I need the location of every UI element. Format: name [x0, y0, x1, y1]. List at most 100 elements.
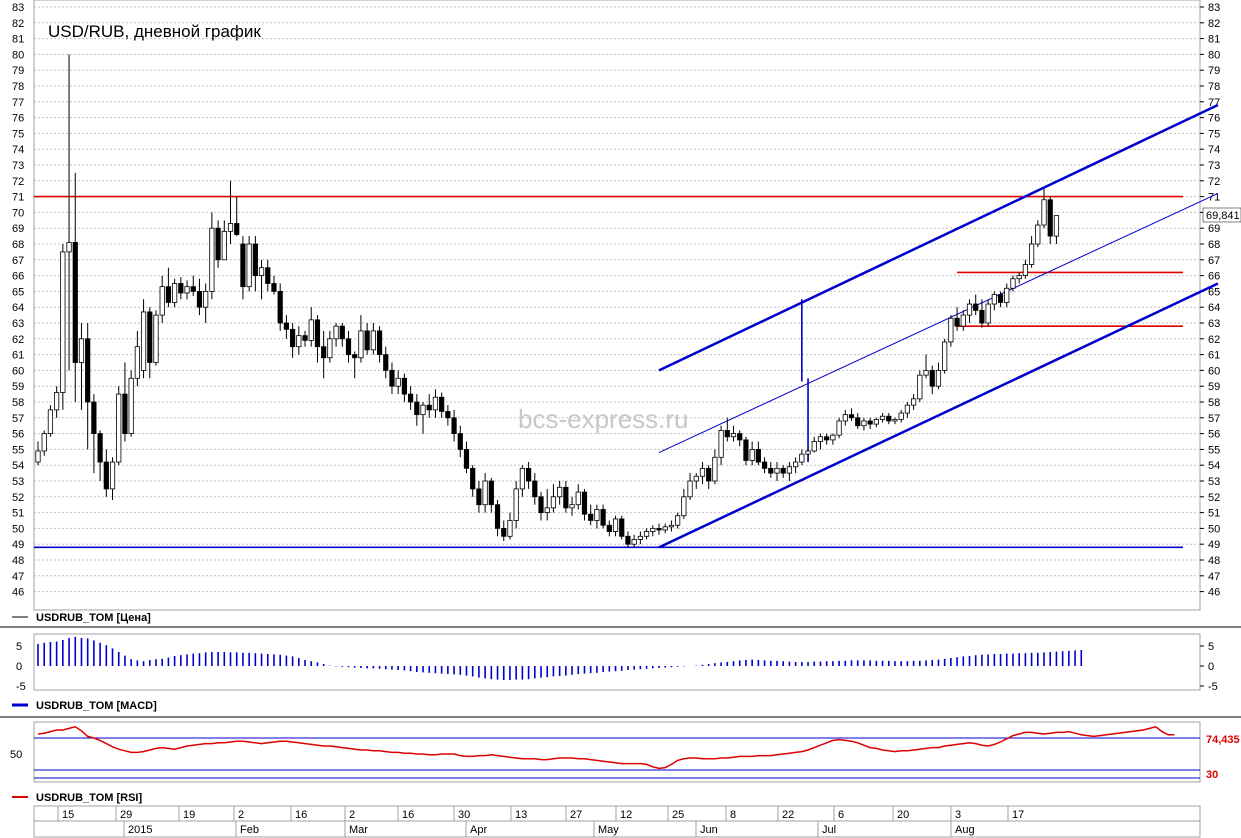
price-tick-label: 65 — [12, 286, 24, 298]
candle-up — [109, 461, 116, 490]
candle-up — [134, 346, 140, 379]
candle-down — [929, 369, 935, 387]
rsi-legend: USDRUB_TOM [RSI] — [12, 792, 142, 804]
price-legend: USDRUB_TOM [Цена] — [12, 612, 151, 624]
trend-line — [658, 282, 1219, 549]
month-tick-label: 2015 — [128, 824, 152, 836]
candle-up — [774, 467, 780, 474]
price-tick-label: 62 — [1208, 334, 1220, 346]
candle-up — [799, 453, 805, 463]
price-tick-label: 82 — [1208, 18, 1220, 30]
last-price-label: 69,841 — [1202, 207, 1241, 223]
candle-up — [1053, 215, 1060, 237]
price-tick-label: 57 — [12, 413, 24, 425]
price-tick-label: 55 — [12, 444, 24, 456]
date-tick-label: 2 — [349, 809, 355, 821]
date-tick-label: 17 — [1012, 809, 1024, 821]
candle-up — [817, 436, 824, 442]
candle-down — [780, 467, 786, 474]
price-tick-label: 64 — [12, 302, 24, 314]
candle-down — [103, 461, 109, 490]
candle-up — [861, 420, 867, 427]
candle-up — [749, 448, 755, 461]
candle-up — [296, 335, 302, 348]
candle-down — [271, 283, 277, 292]
price-tick-label: 79 — [1208, 65, 1220, 77]
candle-down — [761, 461, 768, 469]
date-tick-label: 29 — [120, 809, 132, 821]
candle-up — [370, 330, 376, 351]
price-tick-label: 46 — [1208, 587, 1220, 599]
candle-down — [401, 377, 407, 395]
trend-line — [658, 192, 1219, 454]
price-tick-label: 56 — [1208, 429, 1220, 441]
date-tick-label: 25 — [672, 809, 684, 821]
price-tick-label: 81 — [1208, 34, 1220, 46]
candle-up — [786, 466, 793, 474]
candle-down — [122, 393, 128, 435]
candle-down — [321, 346, 327, 359]
candle-down — [240, 243, 246, 288]
month-tick-label: May — [598, 824, 619, 836]
macd-legend: USDRUB_TOM [MACD] — [12, 700, 157, 712]
candle-down — [768, 467, 774, 474]
price-tick-label: 54 — [1208, 460, 1220, 472]
candle-up — [687, 480, 693, 498]
price-tick-label: 70 — [12, 207, 24, 219]
price-tick-label: 80 — [1208, 49, 1220, 61]
macd-panel-frame — [33, 633, 1201, 691]
candle-down — [724, 430, 730, 438]
candle-up — [395, 377, 401, 387]
candle-up — [519, 467, 525, 490]
candle-up — [557, 486, 563, 498]
candle-down — [563, 486, 569, 509]
price-tick-label: 83 — [12, 2, 24, 14]
price-tick-label: 56 — [12, 429, 24, 441]
price-tick-label: 50 — [12, 523, 24, 535]
candle-up — [693, 475, 699, 482]
date-tick-label: 12 — [620, 809, 632, 821]
candle-down — [488, 480, 494, 506]
candle-up — [184, 286, 190, 294]
rsi-level-value: 30 — [1206, 769, 1218, 781]
candle-down — [364, 330, 370, 351]
candle-up — [327, 338, 333, 359]
candle-down — [339, 325, 345, 340]
candle-up — [681, 496, 687, 517]
candle-up — [513, 488, 519, 521]
price-tick-label: 60 — [1208, 365, 1220, 377]
candle-up — [662, 526, 668, 531]
price-tick-label: 75 — [1208, 128, 1220, 140]
price-tick-label: 59 — [1208, 381, 1220, 393]
price-tick-label: 65 — [1208, 286, 1220, 298]
price-tick-label: 46 — [12, 587, 24, 599]
date-tick-label: 2 — [238, 809, 244, 821]
price-tick-label: 60 — [12, 365, 24, 377]
candle-down — [72, 242, 78, 363]
candle-up — [892, 418, 898, 422]
candle-down — [451, 417, 457, 434]
candle-down — [755, 448, 761, 463]
candle-up — [873, 418, 879, 425]
candle-down — [973, 303, 979, 311]
price-tick-label: 66 — [1208, 271, 1220, 283]
candle-up — [1035, 224, 1041, 245]
rsi-last-label: 74,435 30 — [1204, 732, 1241, 781]
price-tick-label: 68 — [12, 239, 24, 251]
candle-up — [482, 480, 488, 506]
date-tick-label: 22 — [782, 809, 794, 821]
month-tick-label: Aug — [955, 824, 975, 836]
candle-up — [830, 434, 836, 441]
candle-up — [811, 441, 817, 452]
price-tick-label: 52 — [12, 492, 24, 504]
price-tick-label: 58 — [12, 397, 24, 409]
candle-down — [706, 467, 712, 482]
candle-up — [128, 377, 134, 434]
candle-down — [494, 504, 501, 529]
candle-up — [333, 325, 339, 340]
price-tick-label: 69 — [1208, 223, 1220, 235]
macd-legend-label: USDRUB_TOM [MACD] — [36, 700, 157, 712]
candle-down — [501, 528, 507, 537]
candle-up — [258, 267, 265, 277]
